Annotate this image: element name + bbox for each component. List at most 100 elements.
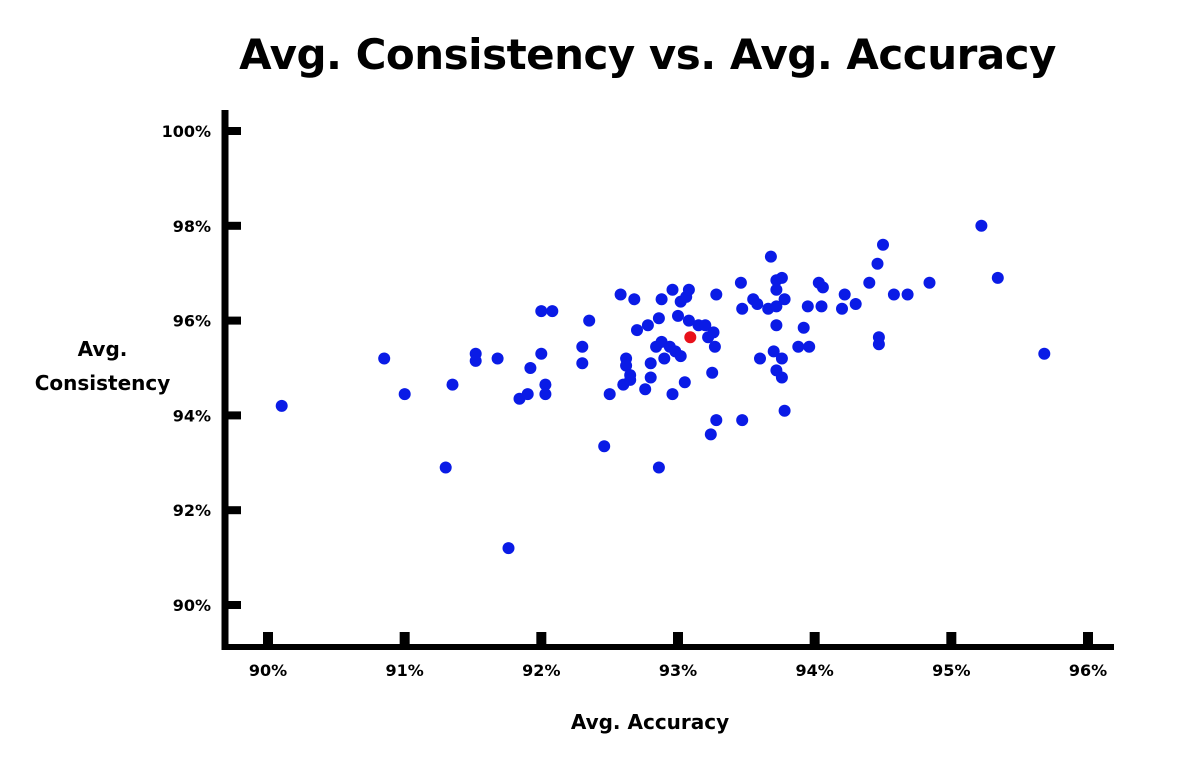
y-tick-mark	[225, 127, 241, 135]
data-point	[655, 293, 668, 306]
data-point	[644, 357, 657, 370]
data-point	[652, 461, 665, 474]
data-point	[446, 378, 459, 391]
data-point	[849, 298, 862, 310]
x-axis-ticks: 90% 91% 92% 93% 94% 95% 96%	[249, 632, 1107, 680]
data-point	[708, 340, 721, 353]
y-tick-label: 96%	[173, 312, 211, 331]
data-point	[803, 340, 816, 353]
data-point	[770, 300, 783, 313]
data-point	[603, 388, 616, 401]
data-point	[775, 271, 788, 284]
data-point	[736, 414, 749, 427]
y-tick-label: 90%	[173, 596, 211, 615]
data-point	[674, 350, 687, 363]
data-point	[736, 302, 749, 315]
y-tick-label: 98%	[173, 217, 211, 236]
y-tick-mark	[225, 601, 241, 609]
data-point	[439, 461, 452, 474]
x-tick-label: 93%	[659, 661, 697, 680]
axes	[221, 110, 1114, 650]
data-point	[751, 298, 764, 310]
data-point	[871, 257, 884, 270]
data-point	[539, 388, 552, 401]
data-point	[838, 288, 851, 301]
x-tick-mark	[673, 632, 683, 647]
data-point	[628, 293, 641, 306]
data-point	[644, 371, 657, 384]
data-point	[469, 354, 482, 367]
y-tick-label: 100%	[162, 122, 211, 141]
data-point	[923, 276, 936, 289]
data-point	[792, 340, 805, 353]
data-point	[535, 305, 548, 318]
data-point	[710, 414, 723, 427]
y-tick-mark	[225, 506, 241, 515]
data-point	[598, 440, 611, 453]
data-point	[639, 383, 652, 396]
data-point	[666, 388, 679, 401]
x-tick-mark	[1083, 632, 1093, 647]
data-point	[378, 352, 391, 365]
data-point	[699, 319, 712, 332]
y-tick-mark	[225, 316, 241, 325]
data-point	[576, 340, 589, 353]
data-point	[631, 324, 643, 337]
data-point	[801, 300, 814, 313]
data-point	[535, 347, 548, 360]
x-tick-mark	[536, 632, 547, 647]
y-axis-title-line-2: Consistency	[34, 371, 171, 395]
data-point	[521, 388, 534, 401]
data-point	[666, 283, 679, 296]
x-tick-mark	[399, 632, 410, 647]
data-point	[652, 312, 665, 325]
data-point	[583, 314, 596, 327]
data-point	[620, 359, 633, 372]
data-point	[877, 238, 889, 251]
y-axis-title-line-1: Avg.	[77, 337, 128, 361]
data-point	[502, 542, 515, 555]
x-tick-label: 92%	[522, 661, 560, 680]
data-point	[398, 388, 411, 401]
data-point	[754, 352, 766, 365]
data-point	[614, 288, 627, 301]
data-points	[275, 219, 1051, 555]
data-point	[624, 373, 637, 386]
data-point	[775, 371, 788, 384]
data-point	[836, 302, 848, 315]
data-point	[767, 345, 780, 358]
data-point	[546, 305, 559, 318]
data-point	[678, 376, 691, 389]
data-point	[770, 283, 783, 296]
data-point	[707, 326, 720, 339]
y-tick-label: 92%	[173, 501, 211, 520]
data-point	[764, 250, 777, 263]
data-point	[524, 362, 537, 374]
data-point	[275, 399, 288, 412]
data-point	[682, 283, 695, 296]
data-point	[901, 288, 914, 301]
data-point	[658, 352, 671, 365]
data-point	[641, 319, 654, 332]
data-point	[682, 314, 695, 327]
data-point	[491, 352, 504, 365]
data-point	[734, 276, 747, 289]
data-point	[887, 288, 900, 301]
x-tick-mark	[946, 632, 957, 647]
data-point	[863, 276, 876, 289]
data-point	[797, 321, 810, 334]
x-tick-label: 94%	[796, 661, 834, 680]
data-point	[576, 357, 589, 370]
y-tick-mark	[225, 411, 241, 420]
x-tick-label: 95%	[932, 661, 970, 680]
data-point	[815, 300, 828, 313]
data-point	[991, 271, 1004, 284]
y-axis-ticks: 90% 92% 94% 96% 98% 100%	[162, 122, 241, 615]
data-point	[770, 319, 783, 332]
y-tick-mark	[225, 221, 241, 230]
data-point	[872, 331, 885, 344]
x-tick-mark	[263, 632, 273, 647]
highlight-point	[684, 331, 697, 344]
data-point	[975, 219, 988, 232]
